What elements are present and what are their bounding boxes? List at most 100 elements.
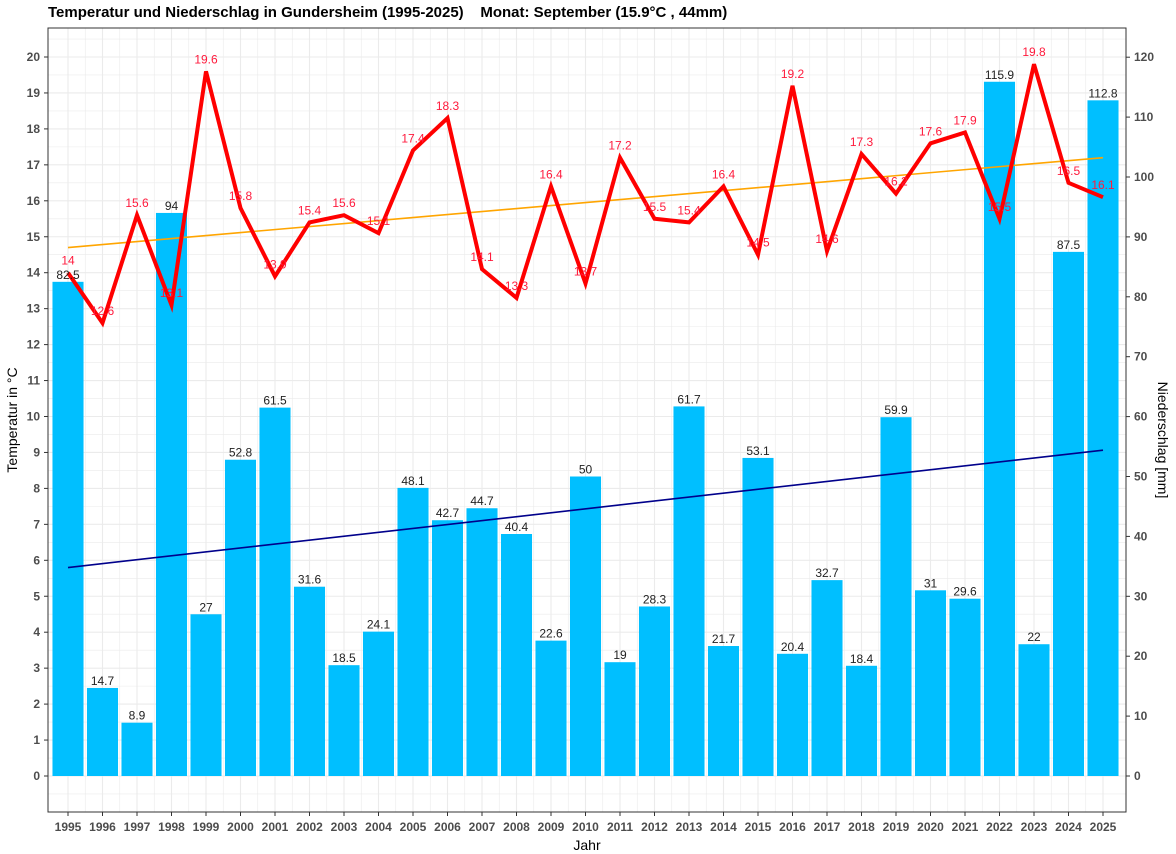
y-tick-label-left: 7 bbox=[33, 517, 40, 531]
precipitation-label: 19 bbox=[613, 648, 627, 662]
precipitation-bar bbox=[880, 417, 912, 776]
y-tick-label-right: 20 bbox=[1134, 649, 1148, 663]
temperature-label: 19.2 bbox=[781, 67, 805, 81]
x-tick-label: 2012 bbox=[641, 820, 668, 834]
precipitation-label: 112.8 bbox=[1088, 86, 1117, 100]
y-axis-title-right: Niederschlag [mm] bbox=[1155, 382, 1171, 499]
y-tick-label-left: 1 bbox=[33, 733, 40, 747]
temperature-label: 18.3 bbox=[436, 99, 460, 113]
y-tick-label-left: 15 bbox=[27, 230, 41, 244]
precipitation-bar bbox=[190, 614, 222, 776]
x-tick-label: 2006 bbox=[434, 820, 461, 834]
precipitation-bar bbox=[914, 590, 947, 776]
precipitation-bar bbox=[52, 281, 84, 776]
temperature-label: 16.4 bbox=[539, 167, 563, 181]
precipitation-label: 115.9 bbox=[985, 68, 1014, 82]
temperature-label: 17.4 bbox=[401, 131, 425, 145]
precipitation-bar bbox=[569, 476, 602, 776]
precipitation-label: 42.7 bbox=[436, 506, 460, 520]
x-tick-label: 1999 bbox=[193, 820, 220, 834]
precipitation-label: 29.6 bbox=[953, 585, 977, 599]
precipitation-bar bbox=[224, 459, 257, 776]
precipitation-bar bbox=[742, 457, 774, 776]
precipitation-label: 27 bbox=[199, 600, 213, 614]
precipitation-bar bbox=[431, 520, 464, 776]
temperature-label: 13.7 bbox=[574, 264, 598, 278]
temperature-label: 15.6 bbox=[125, 196, 149, 210]
precipitation-bar bbox=[121, 722, 153, 776]
precipitation-label: 22 bbox=[1027, 630, 1041, 644]
y-tick-label-left: 8 bbox=[33, 481, 40, 495]
temperature-label: 13.1 bbox=[160, 286, 184, 300]
precipitation-label: 32.7 bbox=[815, 566, 839, 580]
x-tick-label: 1995 bbox=[55, 820, 82, 834]
precipitation-bar bbox=[397, 487, 429, 776]
x-tick-label: 2001 bbox=[262, 820, 289, 834]
precipitation-label: 50 bbox=[579, 463, 593, 477]
precipitation-bar bbox=[362, 631, 395, 776]
temperature-label: 14.6 bbox=[815, 232, 839, 246]
precipitation-bar bbox=[259, 407, 291, 776]
x-tick-label: 2021 bbox=[952, 820, 979, 834]
y-tick-label-left: 6 bbox=[33, 553, 40, 567]
x-tick-label: 2020 bbox=[917, 820, 944, 834]
y-tick-label-right: 90 bbox=[1134, 230, 1148, 244]
precipitation-bar bbox=[86, 687, 119, 776]
x-tick-label: 2017 bbox=[814, 820, 841, 834]
y-tick-label-right: 100 bbox=[1134, 170, 1154, 184]
precipitation-bar bbox=[638, 606, 671, 776]
temperature-label: 15.4 bbox=[298, 203, 322, 217]
precipitation-label: 21.7 bbox=[712, 632, 736, 646]
y-tick-label-left: 14 bbox=[27, 266, 41, 280]
x-tick-label: 2010 bbox=[572, 820, 599, 834]
y-tick-label-left: 12 bbox=[27, 338, 41, 352]
x-tick-label: 2024 bbox=[1055, 820, 1082, 834]
y-tick-label-right: 50 bbox=[1134, 470, 1148, 484]
y-tick-label-right: 110 bbox=[1134, 110, 1154, 124]
precipitation-bar bbox=[1087, 100, 1119, 776]
precipitation-label: 18.5 bbox=[332, 651, 356, 665]
precipitation-label: 44.7 bbox=[470, 494, 494, 508]
precipitation-label: 31.6 bbox=[298, 573, 322, 587]
y-tick-label-left: 19 bbox=[27, 86, 41, 100]
precipitation-label: 8.9 bbox=[129, 709, 146, 723]
x-tick-label: 2011 bbox=[607, 820, 633, 834]
precipitation-bar bbox=[707, 646, 740, 776]
temperature-label: 19.6 bbox=[194, 52, 218, 66]
x-tick-label: 2023 bbox=[1021, 820, 1048, 834]
precipitation-bar bbox=[845, 665, 878, 776]
precipitation-bar bbox=[1018, 644, 1050, 776]
temperature-label: 13.3 bbox=[505, 279, 529, 293]
precipitation-bar bbox=[604, 662, 636, 776]
x-tick-label: 2022 bbox=[986, 820, 1013, 834]
x-tick-label: 2019 bbox=[883, 820, 910, 834]
y-tick-label-right: 0 bbox=[1134, 769, 1141, 783]
temperature-label: 14 bbox=[61, 254, 75, 268]
temperature-label: 15.5 bbox=[643, 200, 667, 214]
precipitation-label: 20.4 bbox=[781, 640, 805, 654]
temperature-label: 14.1 bbox=[470, 250, 494, 264]
x-tick-label: 2002 bbox=[296, 820, 323, 834]
temperature-label: 15.4 bbox=[677, 203, 701, 217]
x-tick-label: 2025 bbox=[1090, 820, 1117, 834]
temperature-label: 17.9 bbox=[953, 113, 977, 127]
precipitation-bar bbox=[776, 653, 809, 776]
temperature-label: 16.5 bbox=[1057, 164, 1081, 178]
x-tick-label: 1996 bbox=[89, 820, 116, 834]
precipitation-label: 48.1 bbox=[401, 474, 425, 488]
precipitation-label: 94 bbox=[165, 199, 179, 213]
temperature-label: 12.6 bbox=[91, 304, 115, 318]
y-tick-label-right: 10 bbox=[1134, 709, 1148, 723]
x-tick-label: 2008 bbox=[503, 820, 530, 834]
x-tick-label: 2007 bbox=[469, 820, 496, 834]
x-tick-label: 2014 bbox=[710, 820, 737, 834]
precipitation-bar bbox=[673, 406, 705, 776]
precipitation-trend-line bbox=[67, 449, 1104, 569]
y-tick-label-left: 18 bbox=[27, 122, 41, 136]
x-tick-label: 2003 bbox=[331, 820, 358, 834]
temperature-label: 17.6 bbox=[919, 124, 943, 138]
y-tick-label-left: 16 bbox=[27, 194, 41, 208]
temperature-label: 15.6 bbox=[332, 196, 356, 210]
precipitation-label: 14.7 bbox=[91, 674, 115, 688]
